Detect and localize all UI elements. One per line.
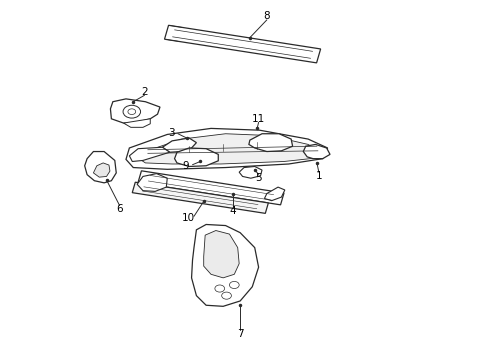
Polygon shape	[94, 163, 110, 177]
Polygon shape	[239, 166, 262, 178]
Text: 1: 1	[316, 171, 322, 181]
Circle shape	[123, 105, 141, 118]
Polygon shape	[174, 148, 218, 166]
Polygon shape	[85, 152, 116, 183]
Text: 8: 8	[264, 11, 270, 21]
Polygon shape	[249, 134, 293, 152]
Polygon shape	[129, 147, 170, 162]
Polygon shape	[110, 99, 160, 123]
Text: 5: 5	[255, 173, 262, 183]
Polygon shape	[204, 230, 239, 278]
Polygon shape	[141, 134, 320, 164]
Text: 9: 9	[182, 161, 189, 171]
Text: 3: 3	[168, 128, 174, 138]
Circle shape	[128, 109, 136, 114]
Polygon shape	[303, 144, 330, 159]
Text: 2: 2	[141, 87, 148, 97]
Polygon shape	[192, 225, 259, 306]
Polygon shape	[126, 129, 328, 169]
Circle shape	[215, 285, 224, 292]
Text: 4: 4	[229, 206, 236, 216]
Polygon shape	[138, 171, 284, 205]
Circle shape	[229, 282, 239, 288]
Polygon shape	[123, 119, 150, 127]
Polygon shape	[162, 138, 196, 152]
Text: 11: 11	[252, 114, 265, 124]
Text: 7: 7	[237, 329, 244, 339]
Polygon shape	[132, 182, 269, 213]
Polygon shape	[137, 174, 167, 192]
Polygon shape	[165, 25, 320, 63]
Circle shape	[221, 292, 231, 299]
Polygon shape	[265, 187, 285, 201]
Text: 6: 6	[116, 204, 123, 214]
Text: 10: 10	[182, 213, 195, 224]
